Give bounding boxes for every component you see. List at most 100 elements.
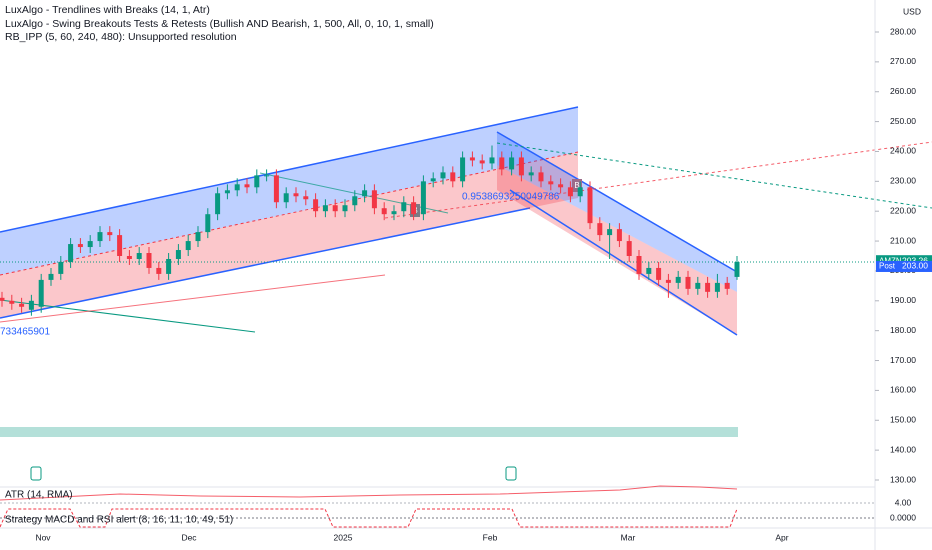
trendline [384,141,932,219]
candle-body [577,187,583,197]
candle-body [38,279,44,307]
candle-body [528,172,534,176]
candle-body [215,193,221,215]
down-channel-fill [497,132,737,292]
candle-body [166,258,172,274]
candle-body [705,282,711,292]
candle-body [548,181,554,185]
candle-body [126,256,132,259]
candle-body [77,244,83,248]
candle-body [332,205,338,212]
candle-body [616,229,622,242]
candle-body [156,267,162,274]
candle-body [68,244,74,262]
legend-line: RB_IPP (5, 60, 240, 480): Unsupported re… [5,31,237,43]
down-channel-fill-lower [497,165,737,335]
candle-body [97,232,103,242]
channel-line [509,189,738,336]
y-tick-label: 260.00 [890,86,916,96]
candle-body [734,261,740,277]
up-channel-fill-lower [0,152,578,318]
candle-body [626,241,632,256]
candle-body [48,273,54,280]
pane-tick: 4.00 [895,497,912,507]
candle-body [342,205,348,212]
candle-body [136,253,142,259]
candle-body [117,235,123,256]
candle-body [254,175,260,188]
y-tick-label: 210.00 [890,235,916,245]
ratio-label: 0.9538693250049786 [462,192,560,203]
candle-body [205,214,211,233]
earnings-icon[interactable] [505,466,517,481]
trendline [496,142,932,209]
atr-line [0,485,738,501]
zone [0,427,738,437]
candle-body [597,223,603,236]
candle-body [509,157,515,170]
post-price-label: 203.00 [902,261,928,271]
y-tick-label: 240.00 [890,146,916,156]
candle-body [450,172,456,182]
candle-body [273,175,279,203]
y-tick-label: 250.00 [890,116,916,126]
y-tick-label: 190.00 [890,295,916,305]
y-tick-label: 280.00 [890,26,916,36]
candle-body [558,184,564,188]
candle-body [283,193,289,203]
candle-body [430,178,436,182]
candle-body [607,229,613,236]
candle-body [567,187,573,197]
x-tick-label: Apr [775,532,788,542]
x-tick-label: Mar [621,532,636,542]
candle-body [675,276,681,283]
channel-mid [0,151,579,276]
candle-body [107,232,113,236]
x-tick-label: 2025 [334,532,353,542]
y-tick-label: 180.00 [890,325,916,335]
candle-body [381,208,387,215]
y-tick-label: 220.00 [890,205,916,215]
candle-body [665,279,671,283]
candle-body [636,256,642,274]
break-badge [572,179,582,192]
candle-body [87,241,93,248]
candle-body [391,211,397,215]
y-tick-label: 230.00 [890,176,916,186]
break-label: B [574,181,579,190]
channel-line [0,106,579,233]
up-channel-fill [0,107,578,275]
candle-body [714,282,720,292]
candle-body [724,282,730,289]
candle-body [538,172,544,182]
symbol-label: AMZN [879,256,902,265]
post-price-badge [876,260,932,272]
candle-body [234,184,240,191]
candle-body [420,181,426,215]
candle-body [499,157,505,170]
candle-body [685,276,691,289]
earnings-icon[interactable] [30,466,42,481]
candle-body [28,300,34,310]
candle-body [479,160,485,164]
candle-body [0,297,5,301]
y-tick-label: 170.00 [890,355,916,365]
last-price-label: 203.26 [902,255,928,265]
candle-body [224,190,230,194]
value-label: 733465901 [0,327,50,338]
candle-body [440,172,446,179]
x-tick-label: Dec [181,532,197,542]
candle-body [195,232,201,242]
strategy-line [0,508,738,528]
candle-body [352,196,358,206]
candle-body [175,250,181,259]
candle-body [185,241,191,251]
candle-body [9,300,15,304]
candle-body [264,175,270,177]
candle-body [303,196,309,200]
x-tick-label: Feb [483,532,498,542]
candle-body [460,157,466,182]
candle-body [293,193,299,197]
last-price-badge [876,255,932,267]
